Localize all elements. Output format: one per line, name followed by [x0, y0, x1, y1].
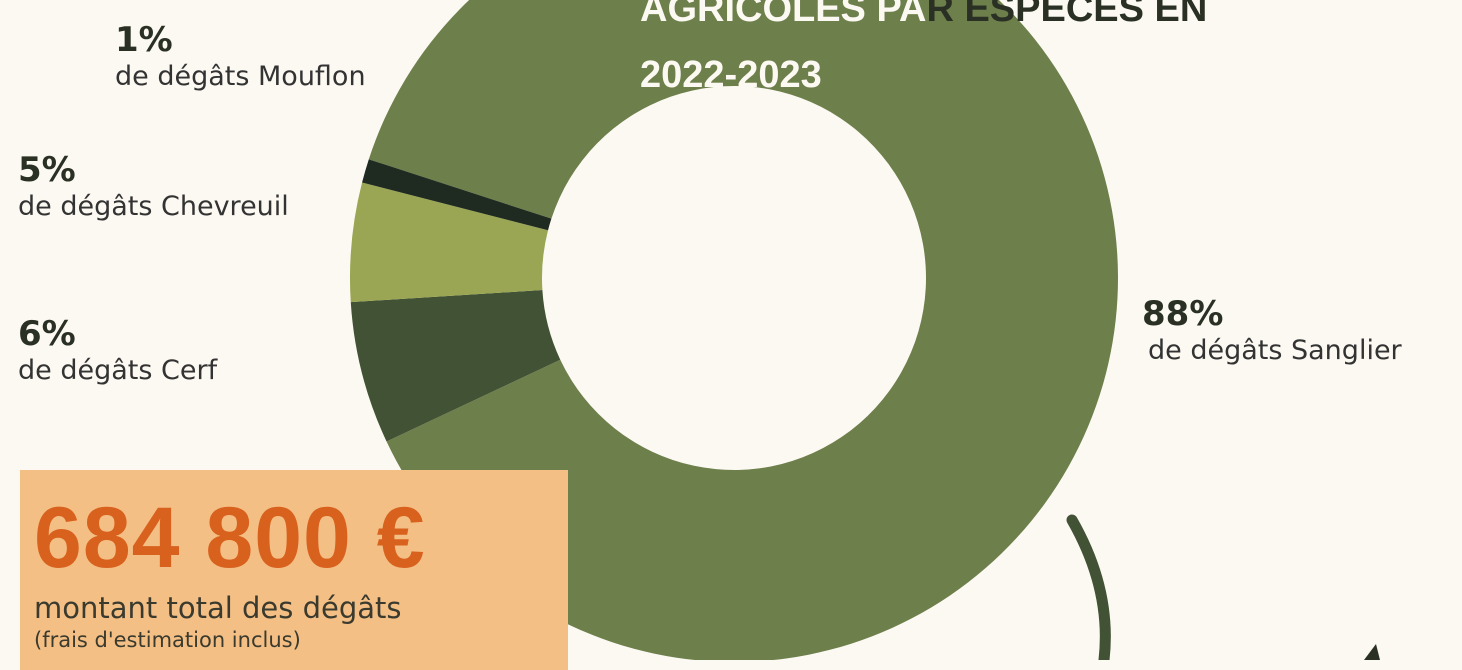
chart-title-line-2: 2022-2023	[640, 54, 822, 96]
chart-title-line-1-head: AGRICOLES PA	[640, 0, 927, 30]
label-cerf-description: de dégâts Cerf	[18, 355, 218, 386]
label-sanglier-description: de dégâts Sanglier	[1148, 335, 1402, 366]
donut-slice-cerf	[350, 290, 561, 442]
label-mouflon-percent: 1%	[115, 20, 173, 60]
decorative-arc	[1066, 514, 1111, 660]
label-chevreuil-percent: 5%	[18, 150, 76, 190]
label-chevreuil: 5% de dégâts Chevreuil	[18, 150, 289, 224]
donut-slice-mouflon	[362, 159, 552, 231]
decorative-arrow-tip	[1364, 644, 1380, 660]
total-amount: 684 800 €	[34, 490, 426, 586]
label-cerf: 6% de dégâts Cerf	[18, 314, 217, 388]
total-damage-box: 684 800 € montant total des dégâts (frai…	[20, 470, 568, 670]
label-cerf-percent: 6%	[18, 314, 76, 354]
label-sanglier-percent: 88%	[1142, 294, 1224, 334]
label-sanglier: 88% de dégâts Sanglier	[1142, 294, 1402, 368]
total-caption: montant total des dégâts	[34, 591, 402, 625]
label-chevreuil-description: de dégâts Chevreuil	[18, 191, 289, 222]
label-mouflon: 1% de dégâts Mouflon	[115, 20, 366, 94]
donut-slice-chevreuil	[350, 182, 549, 303]
label-mouflon-description: de dégâts Mouflon	[115, 61, 366, 92]
total-note: (frais d'estimation inclus)	[34, 628, 301, 652]
chart-title: AGRICOLES PAR ESPÈCES EN 2022-2023	[640, 0, 1207, 108]
chart-title-line-1-tail: R ESPÈCES EN	[926, 0, 1208, 30]
chart-title-line-1: AGRICOLES PAR ESPÈCES EN	[640, 0, 1207, 42]
